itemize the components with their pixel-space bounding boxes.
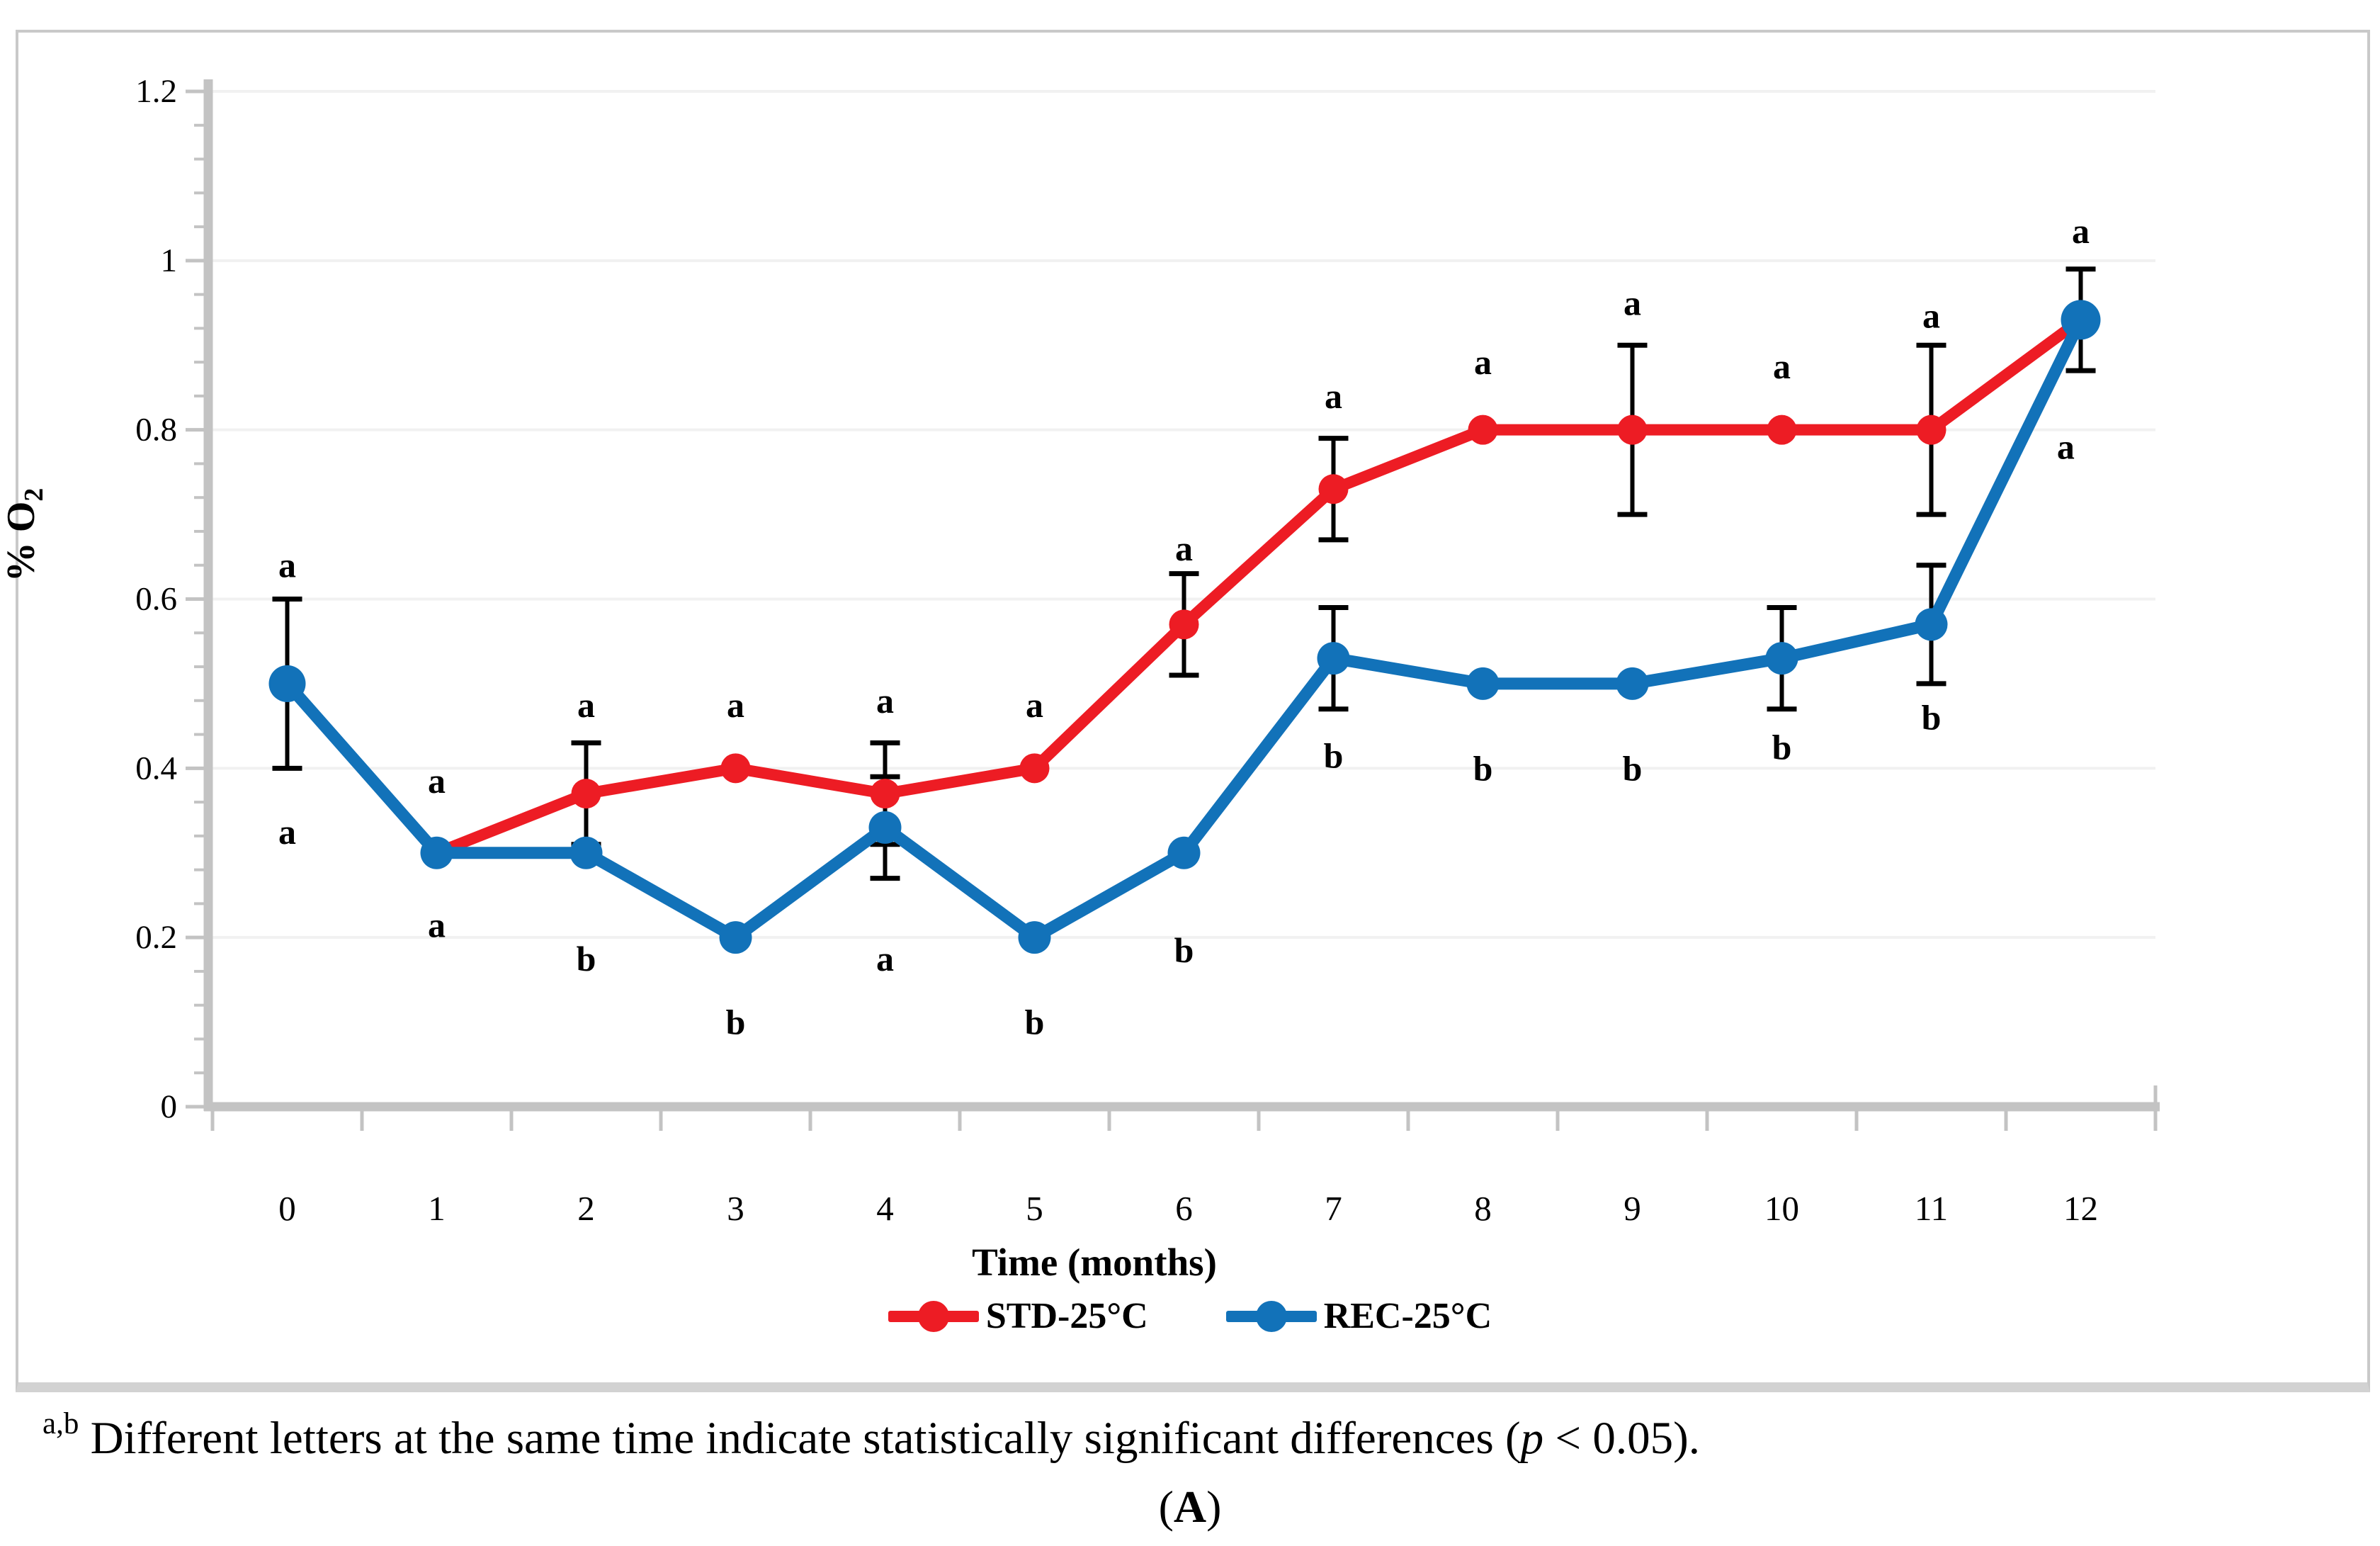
- svg-text:a: a: [876, 939, 894, 978]
- svg-text:4: 4: [876, 1189, 894, 1228]
- svg-text:a: a: [2057, 427, 2075, 467]
- svg-text:a: a: [876, 681, 894, 721]
- legend-label-rec: REC-25°C: [1323, 1296, 1492, 1336]
- svg-text:3: 3: [727, 1189, 744, 1228]
- svg-text:2: 2: [577, 1189, 595, 1228]
- y-axis-title-subscript: 2: [19, 487, 50, 502]
- svg-text:a: a: [428, 761, 446, 801]
- svg-text:5: 5: [1026, 1189, 1043, 1228]
- panel-label: (A): [1158, 1482, 1222, 1532]
- figure-caption: a,b Different letters at the same time i…: [42, 1407, 1700, 1464]
- svg-text:Time (months): Time (months): [972, 1241, 1217, 1284]
- legend-item-rec: REC-25°C: [1225, 1295, 1492, 1337]
- svg-text:a: a: [1624, 283, 1641, 323]
- svg-text:b: b: [726, 1003, 746, 1042]
- svg-text:a: a: [727, 685, 744, 725]
- svg-text:b: b: [1324, 735, 1344, 775]
- svg-text:b: b: [1473, 748, 1493, 788]
- svg-text:a: a: [1325, 376, 1342, 416]
- svg-text:10: 10: [1764, 1189, 1799, 1228]
- svg-text:0.2: 0.2: [135, 919, 177, 956]
- svg-text:11: 11: [1915, 1189, 1948, 1228]
- svg-text:a: a: [278, 546, 296, 585]
- svg-text:b: b: [1772, 727, 1792, 767]
- svg-text:a: a: [2072, 211, 2090, 251]
- svg-text:6: 6: [1175, 1189, 1193, 1228]
- svg-text:0.4: 0.4: [135, 750, 177, 786]
- svg-text:a: a: [1474, 342, 1492, 382]
- chart-border-box: [16, 30, 2370, 1392]
- svg-text:b: b: [1922, 698, 1942, 738]
- svg-text:8: 8: [1474, 1189, 1492, 1228]
- svg-text:b: b: [577, 939, 596, 978]
- svg-text:1: 1: [428, 1189, 446, 1228]
- legend-line-marker-blue: [1225, 1300, 1317, 1332]
- svg-text:9: 9: [1624, 1189, 1641, 1228]
- svg-text:a: a: [278, 812, 296, 852]
- svg-text:1: 1: [161, 242, 178, 279]
- svg-text:0: 0: [278, 1189, 296, 1228]
- caption-p-italic: p: [1520, 1413, 1544, 1464]
- svg-text:a: a: [1175, 529, 1193, 568]
- svg-text:0.8: 0.8: [135, 412, 177, 448]
- svg-text:a: a: [1773, 346, 1791, 386]
- svg-text:b: b: [1025, 1003, 1045, 1042]
- svg-text:0: 0: [161, 1088, 178, 1125]
- legend-label-std: STD-25°C: [985, 1296, 1148, 1336]
- panel-letter: A: [1173, 1482, 1207, 1532]
- svg-text:b: b: [1174, 930, 1194, 970]
- legend-line-marker-red: [888, 1300, 979, 1332]
- legend: STD-25°C REC-25°C: [623, 1295, 1757, 1337]
- svg-text:12: 12: [2063, 1189, 2098, 1228]
- svg-text:1.2: 1.2: [135, 73, 177, 110]
- legend-item-std: STD-25°C: [888, 1295, 1148, 1337]
- svg-text:a: a: [1922, 295, 1940, 335]
- svg-text:a: a: [428, 905, 446, 944]
- svg-text:a: a: [1026, 685, 1043, 725]
- caption-superscript: a,b: [42, 1407, 79, 1440]
- svg-text:b: b: [1623, 748, 1643, 788]
- svg-text:0.6: 0.6: [135, 581, 177, 618]
- svg-text:7: 7: [1325, 1189, 1342, 1228]
- svg-text:a: a: [577, 685, 595, 725]
